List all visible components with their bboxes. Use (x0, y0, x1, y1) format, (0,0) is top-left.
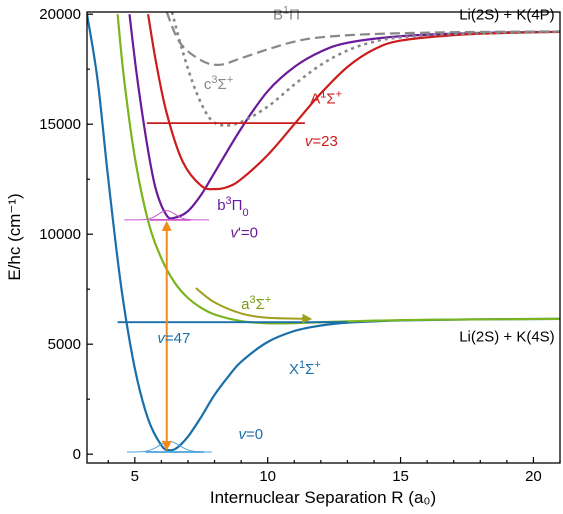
curve-B1Pi (165, 12, 560, 66)
curve-c3Sigma (170, 12, 560, 127)
x-axis-title: Internuclear Separation R (a₀) (210, 488, 436, 507)
y-axis-title: E/hc (cm⁻¹) (5, 193, 24, 280)
y-tick-label: 20000 (39, 6, 81, 23)
a3-sigma-arrow (195, 287, 313, 324)
label-asym_lower: Li(2S) + K(4S) (459, 329, 554, 346)
curve-A1Sigma (147, 14, 560, 191)
x-tick-label: 20 (525, 468, 542, 485)
y-tick-label: 10000 (39, 226, 81, 243)
wavefunction-v'=0 (124, 210, 210, 221)
plot-frame (86, 11, 561, 464)
x-tick-label: 10 (259, 468, 276, 485)
potential-curves (87, 12, 560, 452)
curve-X1Sigma (87, 14, 560, 452)
label-a3Sigma: a3Σ+ (241, 294, 271, 313)
y-tick-label: 15000 (39, 116, 81, 133)
label-B1Pi: B1Π (273, 5, 300, 24)
label-v0: v=0 (238, 426, 263, 443)
label-v23: v=23 (305, 133, 338, 150)
annotations: B1Π c3Σ+ A1Σ+ v=23 b3Π0 v'=0 a3Σ+ v=47 X1Σ+ v=0 Li… (157, 5, 554, 443)
label-v47: v=47 (157, 330, 190, 347)
label-asym_upper: Li(2S) + K(4P) (459, 7, 554, 24)
curve-b3Pi (128, 14, 560, 220)
label-b3Pi: b3Π0 (217, 195, 248, 219)
label-A1Sigma: A1Σ+ (310, 88, 342, 107)
label-X1Sigma: X1Σ+ (289, 359, 321, 378)
label-vprime0: v'=0 (230, 225, 257, 242)
label-c3Sigma: c3Σ+ (204, 74, 233, 93)
x-axis-ticks: 5 10 15 20 (107, 457, 561, 485)
curve-a3Sigma (116, 14, 560, 325)
x-tick-label: 5 (131, 468, 139, 485)
x-tick-label: 15 (392, 468, 409, 485)
y-axis-ticks: 0 5000 10000 15000 20000 (39, 6, 93, 463)
arrows (161, 220, 313, 451)
y-tick-label: 0 (73, 446, 81, 463)
y-tick-label: 5000 (48, 336, 81, 353)
